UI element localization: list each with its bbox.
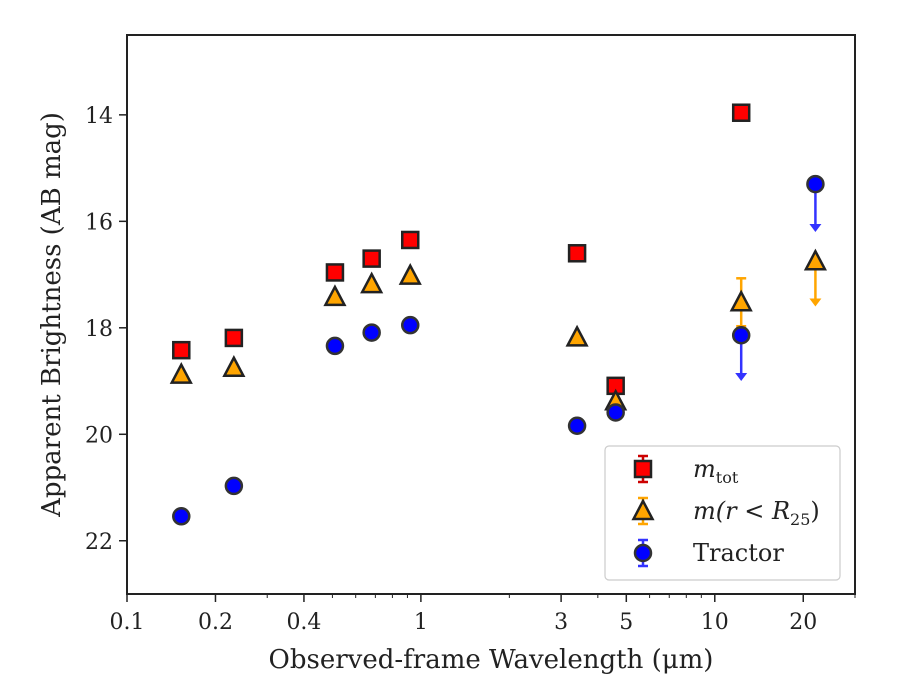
y-axis-label: Apparent Brightness (AB mag) — [37, 112, 67, 518]
series-square — [172, 103, 751, 396]
data-point-circle — [806, 174, 825, 194]
data-point-triangle — [323, 284, 347, 307]
plot-frame — [126, 34, 856, 595]
series-circle — [172, 174, 825, 526]
x-tick-label: 0.4 — [286, 610, 321, 635]
data-point-circle — [362, 323, 381, 342]
legend-label: Tractor — [693, 539, 784, 567]
data-point-circle — [325, 336, 345, 356]
legend-marker-triangle — [631, 498, 655, 521]
data-point-square — [362, 249, 381, 268]
x-tick-label: 3 — [554, 610, 568, 635]
data-point-circle — [731, 326, 751, 345]
data-point-square — [325, 263, 345, 282]
data-point-square — [224, 328, 244, 348]
x-tick-label: 1 — [414, 610, 428, 635]
y-tick-label: 16 — [85, 210, 113, 235]
data-point-triangle — [169, 361, 193, 384]
data-point-triangle — [803, 248, 827, 271]
data-point-square — [400, 230, 420, 250]
plot-marks — [169, 103, 827, 526]
data-point-triangle — [222, 355, 246, 377]
x-axis-label: Observed-frame Wavelength (μm) — [269, 645, 714, 675]
data-point-square — [172, 340, 191, 360]
data-point-circle — [400, 315, 420, 335]
data-point-triangle — [360, 271, 384, 294]
y-tick-label: 18 — [85, 317, 113, 342]
legend-label: m(r < R25) — [693, 497, 820, 529]
legend-marker-square — [633, 459, 653, 479]
data-point-circle — [567, 416, 587, 436]
series-triangle — [169, 248, 827, 411]
x-axis: 0.1 0.2 0.4 1 3 5 10 20 — [110, 594, 856, 635]
y-tick-label: 20 — [85, 423, 113, 448]
legend: mtot m(r < R25) Tractor — [604, 445, 841, 581]
data-point-circle — [172, 507, 191, 526]
x-tick-label: 10 — [701, 610, 729, 635]
data-point-square — [731, 103, 751, 122]
y-tick-label: 14 — [85, 104, 113, 129]
data-point-circle — [606, 403, 625, 422]
y-tick-label: 22 — [85, 530, 113, 555]
legend-label: mtot — [693, 455, 739, 487]
legend-marker-circle — [633, 543, 653, 563]
x-tick-label: 5 — [619, 610, 633, 635]
legend-box — [604, 445, 841, 581]
data-point-square — [567, 244, 587, 263]
x-tick-label: 0.2 — [198, 610, 233, 635]
data-point-triangle — [398, 262, 422, 285]
x-tick-label: 20 — [789, 610, 817, 635]
x-tick-label: 0.1 — [110, 610, 145, 635]
data-point-triangle — [729, 289, 753, 312]
data-point-circle — [224, 476, 244, 496]
y-axis: 14 16 18 20 22 — [85, 104, 127, 555]
data-point-triangle — [565, 324, 589, 347]
